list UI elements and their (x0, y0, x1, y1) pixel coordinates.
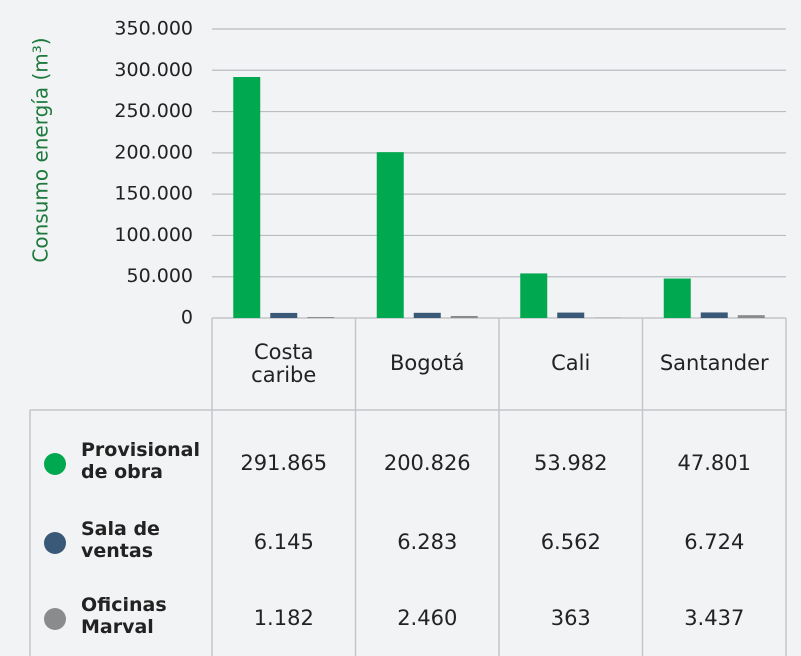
legend-marker (44, 608, 66, 630)
table-value: 200.826 (383, 451, 471, 476)
bar (557, 312, 585, 318)
bar (450, 315, 478, 318)
bar (376, 152, 404, 318)
y-tick-label: 150.000 (114, 183, 193, 205)
table-value: 6.145 (253, 530, 314, 555)
y-tick-label: 50.000 (127, 265, 193, 287)
x-tick-label: Santander (659, 351, 769, 376)
x-tick-label: Cali (551, 351, 591, 376)
legend-label: Provisional de obra (81, 439, 200, 483)
x-tick-label: Bogotá (389, 351, 465, 376)
bar (520, 273, 548, 318)
table-value: 3.437 (684, 606, 745, 631)
bar (233, 77, 261, 318)
bar (663, 278, 691, 318)
bar (737, 315, 765, 318)
legend-label: Sala de ventas (81, 518, 160, 562)
x-tick-label: Costa caribe (251, 339, 317, 387)
y-axis-title: Consumo energía (m³) (29, 37, 53, 262)
bar (307, 317, 335, 318)
table-value: 1.182 (253, 606, 314, 631)
table-value: 363 (550, 606, 591, 631)
table-value: 6.562 (540, 530, 601, 555)
legend-marker (44, 532, 66, 554)
table-value: 6.283 (397, 530, 458, 555)
y-tick-label: 250.000 (114, 100, 193, 122)
legend-label: Oficinas Marval (81, 594, 167, 638)
table-value: 47.801 (677, 451, 751, 476)
bar (413, 312, 441, 318)
y-tick-label: 200.000 (114, 141, 193, 163)
table-value: 53.982 (534, 451, 608, 476)
y-tick-label: 350.000 (114, 18, 193, 40)
bar (700, 312, 728, 318)
bar (270, 312, 298, 318)
legend-marker (44, 453, 66, 475)
y-tick-label: 100.000 (114, 224, 193, 246)
table-value: 6.724 (684, 530, 745, 555)
table-value: 291.865 (240, 451, 328, 476)
y-tick-label: 300.000 (114, 59, 193, 81)
table-value: 2.460 (397, 606, 458, 631)
y-tick-label: 0 (181, 307, 193, 329)
